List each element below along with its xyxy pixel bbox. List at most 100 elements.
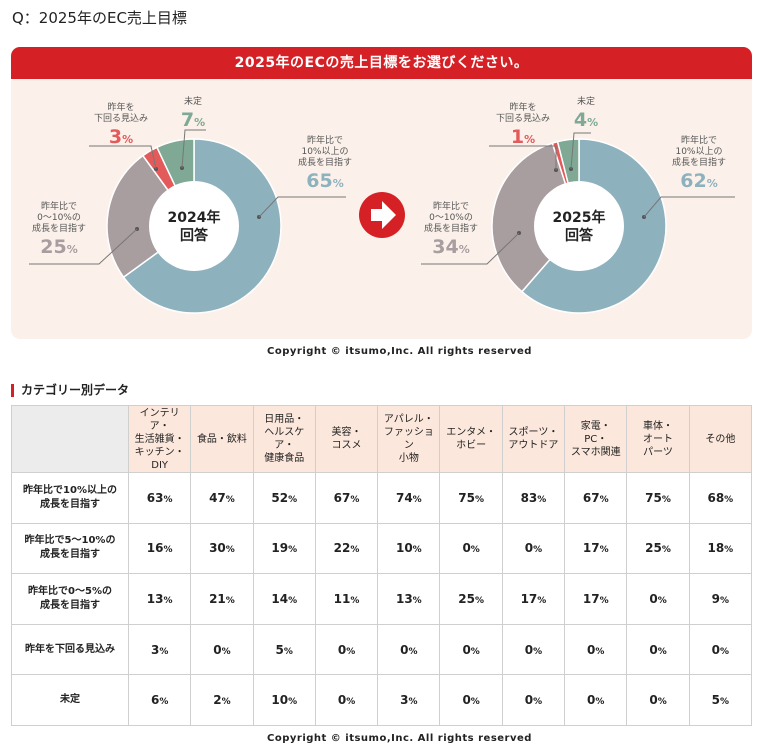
slice-value-up10: 65% <box>306 170 343 192</box>
table-cell: 0% <box>564 674 628 726</box>
table-cell: 0% <box>626 623 690 676</box>
row-header: 昨年を下回る見込み <box>11 623 129 676</box>
leader-line <box>421 232 520 265</box>
leader-line <box>258 196 346 218</box>
table-row: 昨年を下回る見込み 3% 0% 5% 0% 0% 0% 0% 0% 0% 0% <box>11 623 753 676</box>
leader-line <box>489 145 557 170</box>
table-cell: 5% <box>688 674 753 726</box>
donut-hole <box>534 181 624 271</box>
table-cell: 11% <box>314 573 379 625</box>
table-cell: 0% <box>501 623 566 676</box>
slice-value-undecided: 4% <box>574 109 598 131</box>
column-header: 食品・飲料 <box>190 405 254 473</box>
table-cell: 63% <box>127 472 192 524</box>
table-row: 昨年比で10%以上の 成長を目指す 63% 47% 52% 67% 74% 75% 83% 67… <box>11 472 753 524</box>
copyright-bottom: Copyright © itsumo,Inc. All rights reser… <box>267 733 532 744</box>
table-cell: 0% <box>501 674 566 726</box>
column-header: 家電・ PC・ スマホ関連 <box>564 405 628 473</box>
table-cell: 25% <box>439 573 503 625</box>
table-cell: 17% <box>501 573 566 625</box>
slice-value-undecided: 7% <box>181 109 205 131</box>
table-cell: 3% <box>127 623 192 676</box>
table-cell: 68% <box>688 472 753 524</box>
table-cell: 5% <box>252 623 316 676</box>
leader-line <box>29 228 138 265</box>
table-cell: 18% <box>688 522 753 575</box>
table-cell: 16% <box>127 522 192 575</box>
leader-line <box>643 196 735 218</box>
table-cell: 67% <box>314 472 379 524</box>
table-row: 昨年比で0～5%の 成長を目指す 13% 21% 14% 11% 13% 25% 17% 17%… <box>11 573 753 625</box>
table-corner-cell <box>11 405 129 473</box>
slice-value-below: 1% <box>511 126 535 148</box>
table-cell: 2% <box>190 674 254 726</box>
table-cell: 14% <box>252 573 316 625</box>
column-header: 日用品・ ヘルスケア・ 健康食品 <box>252 405 316 473</box>
table-cell: 17% <box>564 573 628 625</box>
column-header: その他 <box>688 405 753 473</box>
column-header: 車体・ オート パーツ <box>626 405 690 473</box>
table-cell: 6% <box>127 674 192 726</box>
center-label: 2025年回答 <box>553 209 606 244</box>
donut-hole <box>149 181 239 271</box>
survey-banner: 2025年のECの売上目標をお選びください。 <box>11 47 752 79</box>
table-cell: 75% <box>439 472 503 524</box>
table-cell: 25% <box>626 522 690 575</box>
table-cell: 10% <box>377 522 441 575</box>
table-cell: 0% <box>439 674 503 726</box>
column-header: インテリア・ 生活雑貨・ キッチン・ DIY <box>127 405 192 473</box>
slice-label-undecided: 未定 <box>184 95 202 107</box>
row-header: 昨年比で10%以上の 成長を目指す <box>11 472 129 524</box>
table-cell: 75% <box>626 472 690 524</box>
slice-label-below: 昨年を下回る見込み <box>496 101 550 124</box>
table-row: 昨年比で5～10%の 成長を目指す 16% 30% 19% 22% 10% 0% 0% 17% 2… <box>11 522 753 575</box>
slice-label-undecided: 未定 <box>577 95 595 107</box>
table-cell: 0% <box>626 573 690 625</box>
slice-value-below: 3% <box>109 126 133 148</box>
column-header: スポーツ・ アウトドア <box>501 405 566 473</box>
leader-line <box>181 129 206 169</box>
table-cell: 0% <box>501 522 566 575</box>
table-cell: 0% <box>190 623 254 676</box>
table-cell: 13% <box>377 573 441 625</box>
table-cell: 30% <box>190 522 254 575</box>
copyright-top: Copyright © itsumo,Inc. All rights reser… <box>267 346 532 357</box>
slice-label-up0to10: 昨年比で 0～10%の成長を目指す <box>424 200 478 234</box>
table-cell: 19% <box>252 522 316 575</box>
table-cell: 13% <box>127 573 192 625</box>
column-header: 美容・ コスメ <box>314 405 379 473</box>
table-cell: 9% <box>688 573 753 625</box>
leader-line <box>89 145 157 170</box>
table-cell: 52% <box>252 472 316 524</box>
table-cell: 0% <box>314 623 379 676</box>
slice-label-up10: 昨年比で 10%以上の成長を目指す <box>298 134 352 168</box>
table-cell: 10% <box>252 674 316 726</box>
section-heading: カテゴリー別データ <box>11 384 129 397</box>
table-cell: 83% <box>501 472 566 524</box>
table-cell: 0% <box>688 623 753 676</box>
table-cell: 0% <box>377 623 441 676</box>
table-cell: 0% <box>439 522 503 575</box>
row-header: 未定 <box>11 674 129 726</box>
arrow-right-icon <box>359 192 405 238</box>
table-cell: 22% <box>314 522 379 575</box>
slice-value-up10: 62% <box>680 170 717 192</box>
row-header: 昨年比で5～10%の 成長を目指す <box>11 522 129 575</box>
slice-label-up10: 昨年比で 10%以上の成長を目指す <box>672 134 726 168</box>
donut-panel: 2025年のECの売上目標をお選びください。 2024年回答 昨年比で 10%以上の… <box>11 47 752 339</box>
slice-value-up0to10: 25% <box>40 236 77 258</box>
row-header: 昨年比で0～5%の 成長を目指す <box>11 573 129 625</box>
table-cell: 17% <box>564 522 628 575</box>
table-cell: 0% <box>314 674 379 726</box>
slice-value-up0to10: 34% <box>432 236 469 258</box>
slice-label-up0to10: 昨年比で 0～10%の成長を目指す <box>32 200 86 234</box>
table-cell: 0% <box>564 623 628 676</box>
table-cell: 47% <box>190 472 254 524</box>
column-header: エンタメ・ ホビー <box>439 405 503 473</box>
slice-label-below: 昨年を下回る見込み <box>94 101 148 124</box>
table-header-row: インテリア・ 生活雑貨・ キッチン・ DIY 食品・飲料 日用品・ ヘルスケア・ 健… <box>11 405 753 473</box>
table-cell: 74% <box>377 472 441 524</box>
leader-line <box>570 132 591 170</box>
